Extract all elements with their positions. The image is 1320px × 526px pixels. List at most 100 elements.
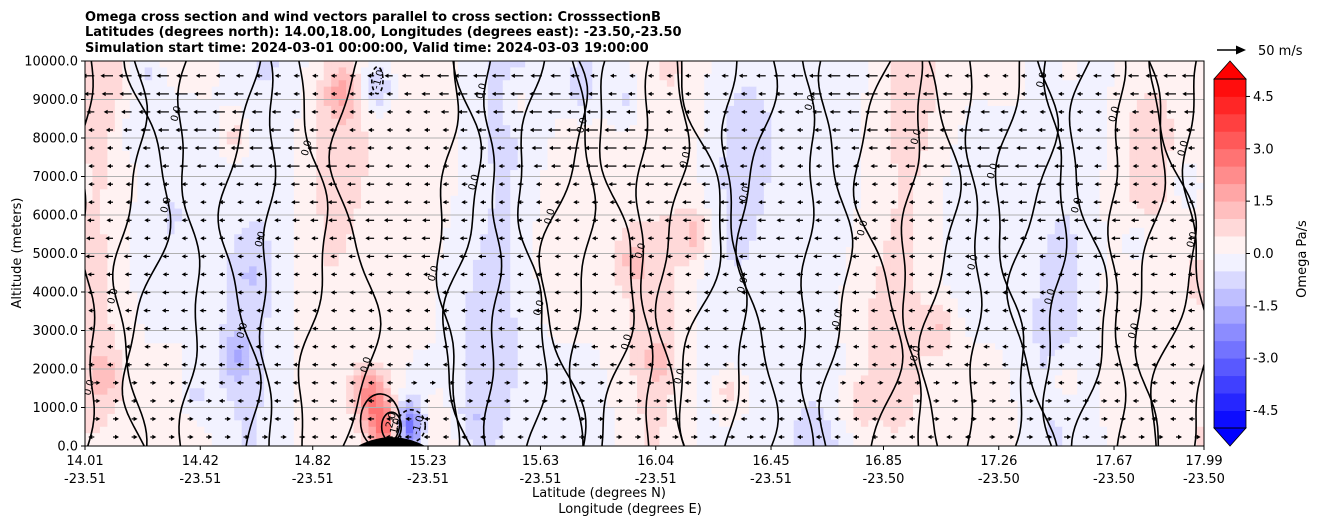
omega-cell xyxy=(152,73,161,81)
omega-cell xyxy=(980,240,989,248)
omega-cell xyxy=(845,105,854,113)
omega-cell xyxy=(905,105,914,113)
omega-cell xyxy=(920,150,929,158)
omega-cell xyxy=(137,240,146,248)
omega-cell xyxy=(704,182,713,190)
omega-cell xyxy=(607,61,616,69)
omega-cell xyxy=(569,259,578,267)
omega-cell xyxy=(1002,73,1011,81)
omega-cell xyxy=(99,163,108,171)
omega-cell xyxy=(1107,157,1116,165)
omega-cell xyxy=(674,195,683,203)
omega-cell xyxy=(554,99,564,107)
omega-cell xyxy=(666,240,675,248)
omega-cell xyxy=(1121,93,1130,101)
omega-cell xyxy=(801,247,810,255)
omega-cell xyxy=(181,272,191,280)
omega-cell xyxy=(808,144,817,152)
omega-cell xyxy=(525,247,534,255)
omega-cell xyxy=(845,247,854,255)
omega-cell xyxy=(495,67,504,75)
omega-cell xyxy=(793,189,802,197)
omega-cell xyxy=(286,125,295,133)
omega-cell xyxy=(249,93,258,101)
omega-cell xyxy=(226,61,235,69)
omega-cell xyxy=(875,125,884,133)
omega-cell xyxy=(562,208,571,216)
omega-cell xyxy=(122,105,131,113)
omega-cell xyxy=(1181,266,1190,274)
omega-cell xyxy=(637,234,646,242)
omega-cell xyxy=(704,266,713,274)
omega-cell xyxy=(1077,266,1086,274)
omega-cell xyxy=(592,170,601,178)
omega-cell xyxy=(763,195,772,203)
omega-cell xyxy=(301,93,310,101)
omega-cell xyxy=(726,144,735,152)
omega-cell xyxy=(1189,163,1198,171)
omega-cell xyxy=(801,163,810,171)
omega-cell xyxy=(704,125,713,133)
omega-cell xyxy=(525,234,534,242)
omega-cell xyxy=(510,105,519,113)
omega-cell xyxy=(719,157,728,165)
omega-cell xyxy=(368,61,377,69)
omega-cell xyxy=(868,240,877,248)
omega-cell xyxy=(510,247,519,255)
omega-cell xyxy=(1107,215,1116,223)
omega-cell xyxy=(763,266,772,274)
omega-cell xyxy=(286,118,295,126)
omega-cell xyxy=(390,170,399,178)
omega-cell xyxy=(1047,170,1056,178)
omega-cell xyxy=(666,138,675,146)
omega-cell xyxy=(674,163,683,171)
omega-cell xyxy=(167,150,176,158)
omega-cell xyxy=(554,125,564,133)
omega-cell xyxy=(1174,208,1183,216)
omega-cell xyxy=(420,215,429,223)
omega-cell xyxy=(778,202,787,210)
omega-cell xyxy=(748,99,757,107)
omega-cell xyxy=(734,118,743,126)
omega-cell xyxy=(331,247,340,255)
omega-cell xyxy=(211,215,220,223)
omega-cell xyxy=(659,93,668,101)
omega-cell xyxy=(927,163,937,171)
omega-cell xyxy=(241,150,250,158)
omega-cell xyxy=(1069,157,1078,165)
omega-cell xyxy=(599,67,608,75)
omega-cell xyxy=(853,182,862,190)
omega-cell xyxy=(547,112,556,120)
omega-cell xyxy=(174,150,183,158)
omega-cell xyxy=(547,61,556,69)
omega-cell xyxy=(562,80,571,88)
omega-cell xyxy=(249,138,258,146)
omega-cell xyxy=(338,170,347,178)
omega-cell xyxy=(778,253,787,261)
omega-cell xyxy=(219,227,228,235)
omega-cell xyxy=(1024,125,1034,133)
omega-cell xyxy=(428,118,437,126)
omega-cell xyxy=(189,73,198,81)
omega-cell xyxy=(92,125,101,133)
omega-cell xyxy=(308,266,317,274)
omega-cell xyxy=(219,208,228,216)
omega-cell xyxy=(368,240,377,248)
omega-cell xyxy=(502,131,511,139)
omega-cell xyxy=(607,259,616,267)
omega-cell xyxy=(375,240,384,248)
omega-cell xyxy=(204,112,213,120)
omega-cell xyxy=(241,259,250,267)
omega-cell xyxy=(607,170,616,178)
omega-cell xyxy=(1047,61,1056,69)
omega-cell xyxy=(741,80,750,88)
omega-cell xyxy=(890,240,899,248)
omega-cell xyxy=(174,272,183,280)
omega-cell xyxy=(398,163,407,171)
omega-cell xyxy=(398,208,407,216)
omega-cell xyxy=(398,234,407,242)
omega-cell xyxy=(748,86,757,94)
omega-cell xyxy=(383,80,392,88)
omega-cell xyxy=(980,182,989,190)
omega-cell xyxy=(517,118,526,126)
